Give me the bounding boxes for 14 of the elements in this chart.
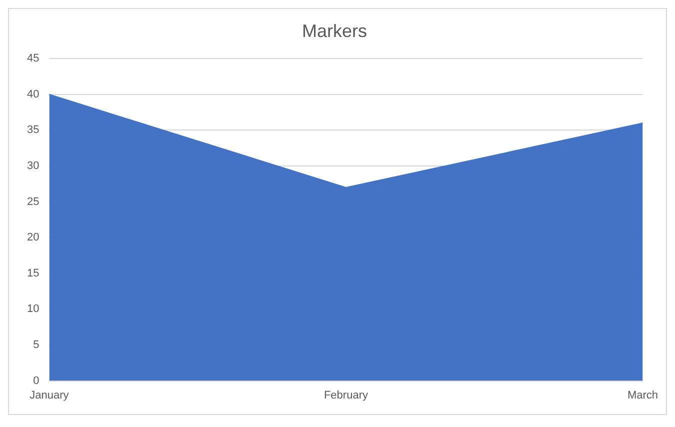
x-tick-label: February xyxy=(324,389,368,402)
y-tick-label: 0 xyxy=(33,374,40,387)
y-tick-label: 5 xyxy=(33,339,40,352)
y-tick-label: 35 xyxy=(26,124,40,136)
y-tick-label: 15 xyxy=(26,267,40,280)
chart-title: Markers xyxy=(302,20,368,41)
y-tick-label: 25 xyxy=(26,196,40,208)
y-tick-label: 20 xyxy=(26,232,40,244)
y-tick-label: 40 xyxy=(26,88,40,100)
y-tick-label: 45 xyxy=(26,52,40,65)
y-tick-label: 10 xyxy=(26,303,40,316)
y-tick-label: 30 xyxy=(26,160,40,172)
x-tick-label: March xyxy=(627,389,658,402)
x-tick-label: January xyxy=(30,389,70,402)
